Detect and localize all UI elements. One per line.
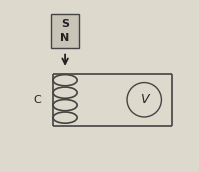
Text: V: V [140, 93, 148, 106]
Circle shape [127, 83, 161, 117]
Text: S: S [61, 19, 69, 29]
Text: N: N [60, 33, 70, 43]
Bar [51, 14, 79, 48]
Text: C: C [34, 95, 41, 105]
